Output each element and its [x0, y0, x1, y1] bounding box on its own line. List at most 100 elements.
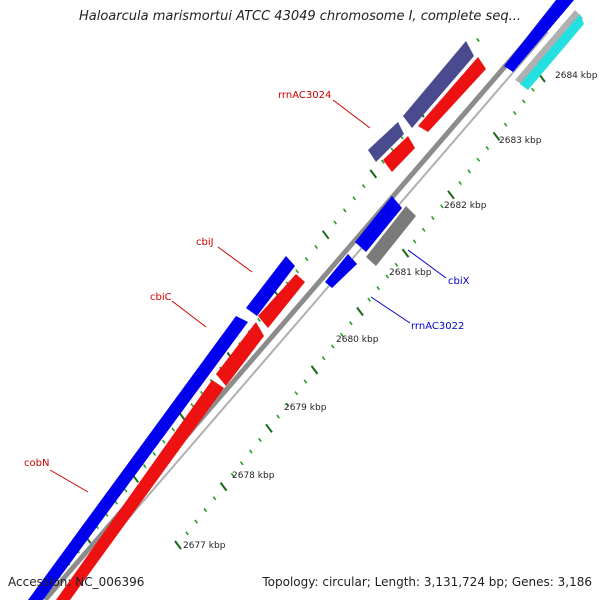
kbp-labels: 2684 kbp 2683 kbp 2682 kbp 2681 kbp 2680…	[183, 71, 598, 551]
major-tick	[356, 306, 364, 317]
minor-tick	[161, 439, 166, 444]
minor-tick	[239, 461, 244, 466]
gene-label-rrnAC3024[interactable]: rrnAC3024	[278, 90, 331, 101]
inner-features	[325, 10, 584, 288]
major-tick	[447, 190, 455, 200]
feature-blue-top[interactable]	[504, 0, 574, 72]
gene-cbiJ-feature[interactable]	[246, 256, 295, 316]
minor-tick	[485, 146, 490, 151]
gene-cbiX-feature[interactable]	[355, 196, 402, 252]
major-tick	[401, 248, 410, 258]
gene-label-cbiC[interactable]: cbiC	[150, 292, 172, 303]
minor-tick	[440, 204, 444, 209]
feature-red-3[interactable]	[383, 136, 415, 172]
major-tick	[265, 423, 273, 433]
minor-tick	[295, 269, 299, 274]
minor-tick	[394, 262, 399, 267]
feature-gray-top[interactable]	[515, 10, 583, 86]
minor-tick	[385, 274, 390, 279]
kbp-label-2677: 2677 kbp	[183, 541, 226, 551]
minor-tick	[212, 496, 217, 501]
minor-tick	[458, 181, 462, 186]
forward-strand-features	[28, 0, 574, 600]
minor-tick	[304, 257, 309, 262]
feature-gray[interactable]	[366, 206, 416, 266]
major-tick	[219, 482, 228, 492]
minor-tick	[314, 244, 318, 250]
major-tick	[310, 365, 319, 375]
minor-tick	[412, 239, 417, 244]
minor-tick	[476, 37, 480, 43]
genome-backbone-inner	[57, 31, 549, 600]
gene-rrnAC3022-feature[interactable]	[325, 254, 357, 288]
leader-rrnAC3022	[370, 296, 411, 324]
kbp-label-2679: 2679 kbp	[284, 403, 327, 413]
minor-tick	[303, 379, 308, 384]
minor-tick	[467, 169, 472, 174]
minor-tick	[294, 391, 299, 396]
minor-tick	[421, 227, 426, 232]
minor-tick	[258, 437, 262, 442]
gene-label-rrnAC3022[interactable]: rrnAC3022	[411, 321, 464, 332]
minor-tick	[352, 196, 357, 201]
accession-label: Accession: NC_006396	[8, 575, 145, 589]
minor-tick	[276, 414, 280, 419]
minor-tick	[257, 317, 261, 323]
minor-tick	[194, 519, 199, 524]
minor-tick	[185, 531, 189, 536]
major-tick	[174, 540, 182, 550]
minor-tick	[171, 427, 176, 432]
gene-label-cbiJ[interactable]: cbiJ	[196, 237, 214, 248]
gene-label-cbiX[interactable]: cbiX	[448, 276, 470, 287]
minor-tick	[248, 449, 253, 454]
map-title: Haloarcula marismortui ATCC 43049 chromo…	[79, 9, 521, 24]
minor-tick	[203, 507, 208, 513]
gene-labels: rrnAC3024 cbiJ cbiC cobN cbiX rrnAC3022	[24, 90, 470, 469]
minor-tick	[349, 321, 353, 326]
feature-red-long[interactable]	[56, 380, 224, 600]
minor-tick	[521, 99, 526, 104]
feature-dark-1[interactable]	[368, 122, 404, 162]
minor-tick	[339, 332, 344, 337]
minor-tick	[333, 220, 338, 225]
leader-cbiC	[171, 300, 207, 328]
minor-tick	[230, 472, 235, 478]
minor-tick	[476, 157, 481, 162]
minor-tick	[430, 216, 435, 221]
feature-cyan-top[interactable]	[520, 14, 584, 90]
minor-tick	[367, 297, 371, 302]
minor-tick	[531, 87, 535, 92]
minor-tick	[142, 464, 147, 469]
minor-tick	[380, 159, 385, 164]
gene-cobN-feature[interactable]	[28, 316, 248, 600]
minor-tick	[503, 122, 508, 127]
reverse-strand-features	[56, 57, 486, 600]
feature-red-mid[interactable]	[258, 274, 305, 328]
minor-tick	[342, 208, 347, 213]
kbp-label-2683: 2683 kbp	[499, 136, 542, 146]
minor-tick	[285, 402, 290, 407]
gene-label-cobN[interactable]: cobN	[24, 458, 49, 469]
kbp-label-2682: 2682 kbp	[444, 201, 487, 211]
feature-dark-2[interactable]	[403, 41, 474, 128]
minor-tick	[512, 110, 517, 116]
kbp-label-2680: 2680 kbp	[336, 335, 379, 345]
leader-cobN	[49, 469, 89, 493]
gene-cbiC-feature[interactable]	[216, 322, 264, 386]
leader-rrnAC3024	[332, 99, 371, 129]
minor-tick	[376, 286, 381, 291]
minor-tick	[321, 356, 326, 361]
leader-cbiJ	[217, 246, 253, 273]
minor-tick	[330, 344, 335, 349]
feature-red-4[interactable]	[418, 57, 486, 132]
label-leader-lines	[49, 99, 447, 493]
major-tick	[321, 230, 330, 240]
kbp-label-2684: 2684 kbp	[555, 71, 598, 81]
minor-tick	[152, 451, 157, 456]
minor-tick	[361, 184, 366, 189]
topology-label: Topology: circular; Length: 3,131,724 bp…	[262, 575, 592, 589]
major-tick	[369, 169, 378, 179]
kbp-label-2681: 2681 kbp	[389, 268, 432, 278]
